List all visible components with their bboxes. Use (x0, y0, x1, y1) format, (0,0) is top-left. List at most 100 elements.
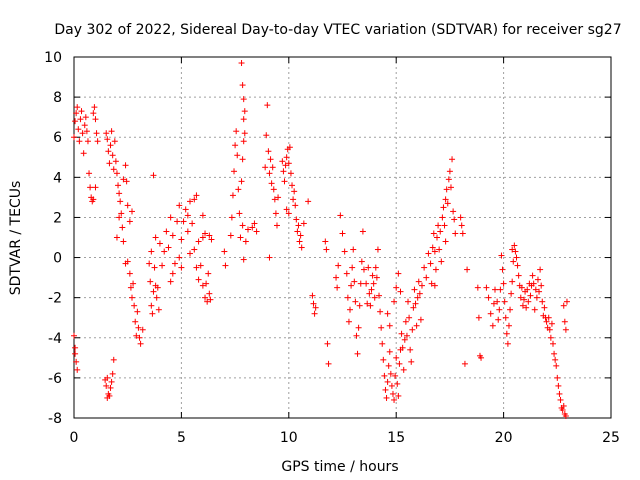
data-point (409, 326, 416, 333)
data-point (134, 308, 141, 315)
data-point (204, 298, 211, 305)
data-point (193, 192, 200, 199)
data-point (182, 206, 189, 213)
data-point (365, 264, 372, 271)
x-tick-label: 15 (387, 430, 405, 446)
data-point (110, 166, 117, 173)
data-point (150, 288, 157, 295)
data-point (74, 104, 81, 111)
data-point (228, 214, 235, 221)
data-point (241, 130, 248, 137)
data-point (298, 244, 305, 251)
data-point (232, 142, 239, 149)
y-tick-label: 0 (53, 251, 62, 267)
data-point (450, 208, 457, 215)
data-point (309, 292, 316, 299)
data-point (478, 354, 485, 361)
data-point (238, 60, 245, 67)
y-tick-label: -4 (48, 331, 62, 347)
data-point (311, 310, 318, 317)
data-point (103, 382, 110, 389)
data-point (434, 234, 441, 241)
data-point (128, 208, 135, 215)
data-point (533, 294, 540, 301)
y-tick-label: -6 (48, 371, 62, 387)
data-point (507, 306, 514, 313)
data-point (401, 336, 408, 343)
data-point (293, 216, 300, 223)
y-tick-label: 8 (53, 90, 62, 106)
data-point (202, 230, 209, 237)
data-point (151, 264, 158, 271)
data-point (72, 118, 79, 125)
data-point (174, 218, 181, 225)
data-point (78, 108, 85, 115)
data-point (120, 176, 127, 183)
data-point (337, 212, 344, 219)
data-point (350, 246, 357, 253)
data-point (545, 314, 552, 321)
chart-title: Day 302 of 2022, Sidereal Day-to-day VTE… (54, 22, 621, 38)
data-point (517, 294, 524, 301)
data-point (117, 198, 124, 205)
data-point (451, 216, 458, 223)
data-point (511, 242, 518, 249)
data-point (92, 184, 99, 191)
data-point (104, 136, 111, 143)
data-point (189, 220, 196, 227)
data-point (555, 382, 562, 389)
data-point (442, 196, 449, 203)
data-point (80, 150, 87, 157)
data-point (537, 266, 544, 273)
data-point (150, 172, 157, 179)
data-point (358, 258, 365, 265)
data-point (560, 302, 567, 309)
data-point (79, 130, 86, 137)
data-point (384, 310, 391, 317)
data-point (384, 378, 391, 385)
data-point (92, 116, 99, 123)
data-point (169, 232, 176, 239)
data-point (461, 360, 468, 367)
data-point (407, 346, 414, 353)
data-point (405, 298, 412, 305)
data-point (136, 334, 143, 341)
data-point (146, 260, 153, 267)
data-point (195, 276, 202, 283)
data-point (271, 196, 278, 203)
data-point (373, 274, 380, 281)
data-point (195, 238, 202, 245)
data-point (236, 210, 243, 217)
data-point (380, 356, 387, 363)
data-point (439, 214, 446, 221)
data-point (416, 290, 423, 297)
data-point (268, 180, 275, 187)
data-point (281, 178, 288, 185)
data-point (310, 300, 317, 307)
data-point (285, 160, 292, 167)
data-point (395, 392, 402, 399)
data-point (324, 340, 331, 347)
data-point (235, 186, 242, 193)
data-point (270, 186, 277, 193)
data-point (94, 138, 101, 145)
data-point (273, 222, 280, 229)
data-point (289, 182, 296, 189)
data-point (508, 290, 515, 297)
x-tick-label: 5 (177, 430, 186, 446)
data-point (529, 272, 536, 279)
x-tick-label: 25 (602, 430, 620, 446)
data-point (389, 390, 396, 397)
data-point (285, 210, 292, 217)
data-point (197, 262, 204, 269)
data-point (116, 214, 123, 221)
data-point (414, 294, 421, 301)
data-point (391, 396, 398, 403)
data-point (400, 366, 407, 373)
data-point (147, 278, 154, 285)
x-tick-label: 10 (280, 430, 298, 446)
data-point (82, 114, 89, 121)
data-point (386, 322, 393, 329)
data-point (323, 246, 330, 253)
data-point (412, 300, 419, 307)
